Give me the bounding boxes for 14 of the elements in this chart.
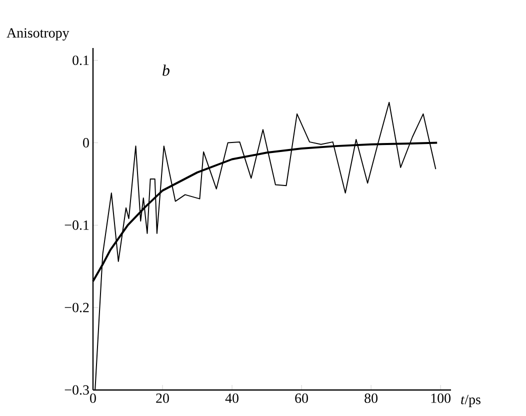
y-tick-label: 0.1 xyxy=(72,56,89,66)
y-tick-label: −0.3 xyxy=(64,385,89,395)
x-axis-title: t/ps xyxy=(461,394,480,408)
y-tick-label: 0 xyxy=(83,138,89,148)
x-tick-label: 80 xyxy=(364,394,378,403)
y-tick-label: −0.2 xyxy=(64,302,89,312)
x-tick-label: 100 xyxy=(431,394,450,403)
y-axis-title: Anisotropy xyxy=(6,28,70,40)
x-tick-label: 40 xyxy=(225,394,238,403)
x-tick-label: 20 xyxy=(156,394,169,403)
annotation: b xyxy=(162,64,170,76)
x-tick-label: 0 xyxy=(90,394,96,403)
x-tick-label: 60 xyxy=(295,394,308,403)
y-tick-label: −0.1 xyxy=(64,220,89,230)
